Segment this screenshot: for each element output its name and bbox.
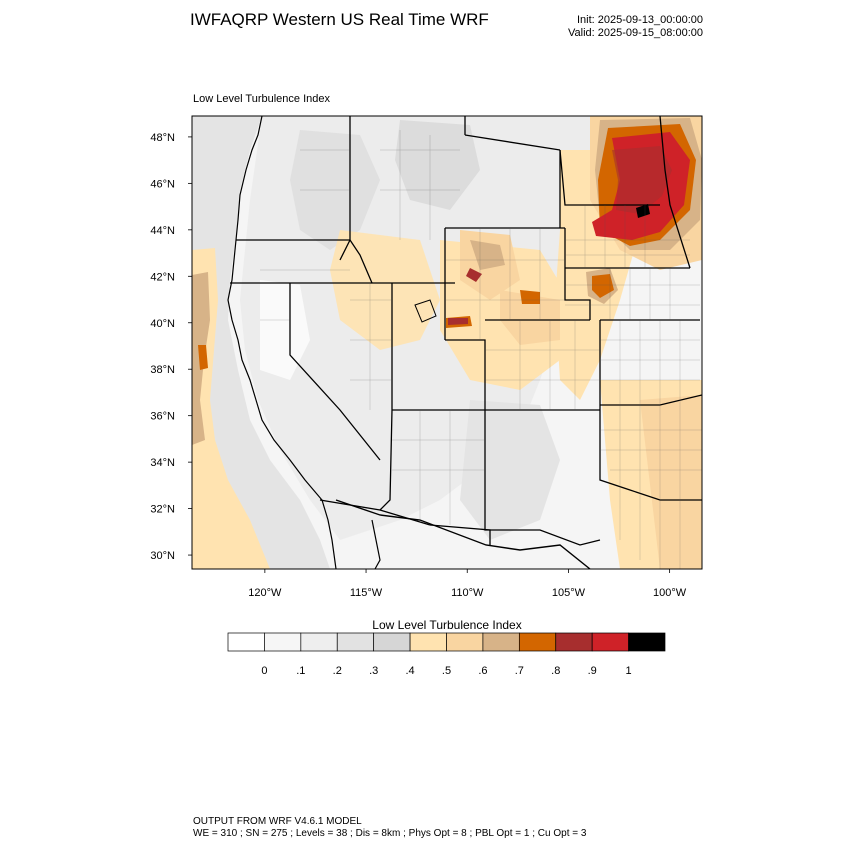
- valid-time: Valid: 2025-09-15_08:00:00: [568, 27, 703, 39]
- colorbar-swatch: [591, 632, 629, 652]
- colorbar-swatch: [518, 632, 557, 652]
- lat-label: 32°N: [150, 504, 175, 516]
- colorbar-swatch: [227, 632, 265, 652]
- county-lines: [260, 130, 702, 569]
- colorbar-tick-label: .1: [296, 665, 305, 677]
- lat-label: 42°N: [150, 271, 175, 283]
- colorbar-tick-label: .3: [369, 665, 378, 677]
- turbulence-field: [192, 116, 702, 569]
- lat-label: 38°N: [150, 364, 175, 376]
- footer-model: OUTPUT FROM WRF V4.6.1 MODEL: [193, 816, 362, 827]
- latitude-axis: 48°N 46°N 44°N 42°N 40°N 38°N 36°N 34°N 32°N 30°N: [150, 132, 192, 562]
- lat-label: 44°N: [150, 225, 175, 237]
- lat-label: 30°N: [150, 550, 175, 562]
- lat-label: 36°N: [150, 411, 175, 423]
- map-frame: [191, 115, 703, 570]
- colorbar-swatch: [446, 632, 484, 652]
- colorbar-swatch: [482, 632, 520, 652]
- colorbar-swatch: [373, 632, 411, 652]
- colorbar-swatch: [409, 632, 447, 652]
- colorbar-swatch: [336, 632, 375, 652]
- colorbar: [227, 632, 666, 652]
- lat-label: 40°N: [150, 318, 175, 330]
- field-title: Low Level Turbulence Index: [193, 93, 330, 105]
- colorbar-tick-label: .4: [405, 665, 414, 677]
- longitude-axis: 120°W 115°W 110°W 105°W 100°W: [248, 569, 687, 599]
- init-time: Init: 2025-09-13_00:00:00: [577, 14, 703, 26]
- lon-label: 105°W: [552, 587, 586, 599]
- colorbar-tick-label: .7: [515, 665, 524, 677]
- lon-label: 110°W: [451, 587, 484, 599]
- lat-label: 46°N: [150, 178, 175, 190]
- colorbar-tick-label: .8: [551, 665, 560, 677]
- colorbar-tick-label: .6: [478, 665, 487, 677]
- colorbar-tick-label: .2: [333, 665, 342, 677]
- footer-config: WE = 310 ; SN = 275 ; Levels = 38 ; Dis …: [193, 828, 587, 839]
- lat-label: 48°N: [150, 132, 175, 144]
- lon-label: 115°W: [350, 587, 383, 599]
- colorbar-tick-label: .9: [588, 665, 597, 677]
- colorbar-tick-label: 1: [626, 665, 632, 677]
- boundaries: [227, 116, 702, 569]
- colorbar-labels: 0 .1 .2 .3 .4 .5 .6 .7 .8 .9 1: [261, 665, 631, 677]
- colorbar-swatch: [555, 632, 593, 652]
- lon-label: 120°W: [248, 587, 282, 599]
- colorbar-title: Low Level Turbulence Index: [372, 618, 521, 632]
- colorbar-swatch: [300, 632, 338, 652]
- colorbar-swatch: [628, 632, 666, 652]
- colorbar-tick-label: .5: [442, 665, 451, 677]
- lon-label: 100°W: [653, 587, 687, 599]
- lat-label: 34°N: [150, 457, 175, 469]
- colorbar-swatch: [264, 632, 302, 652]
- main-title: IWFAQRP Western US Real Time WRF: [190, 10, 489, 29]
- colorbar-tick-label: 0: [261, 665, 267, 677]
